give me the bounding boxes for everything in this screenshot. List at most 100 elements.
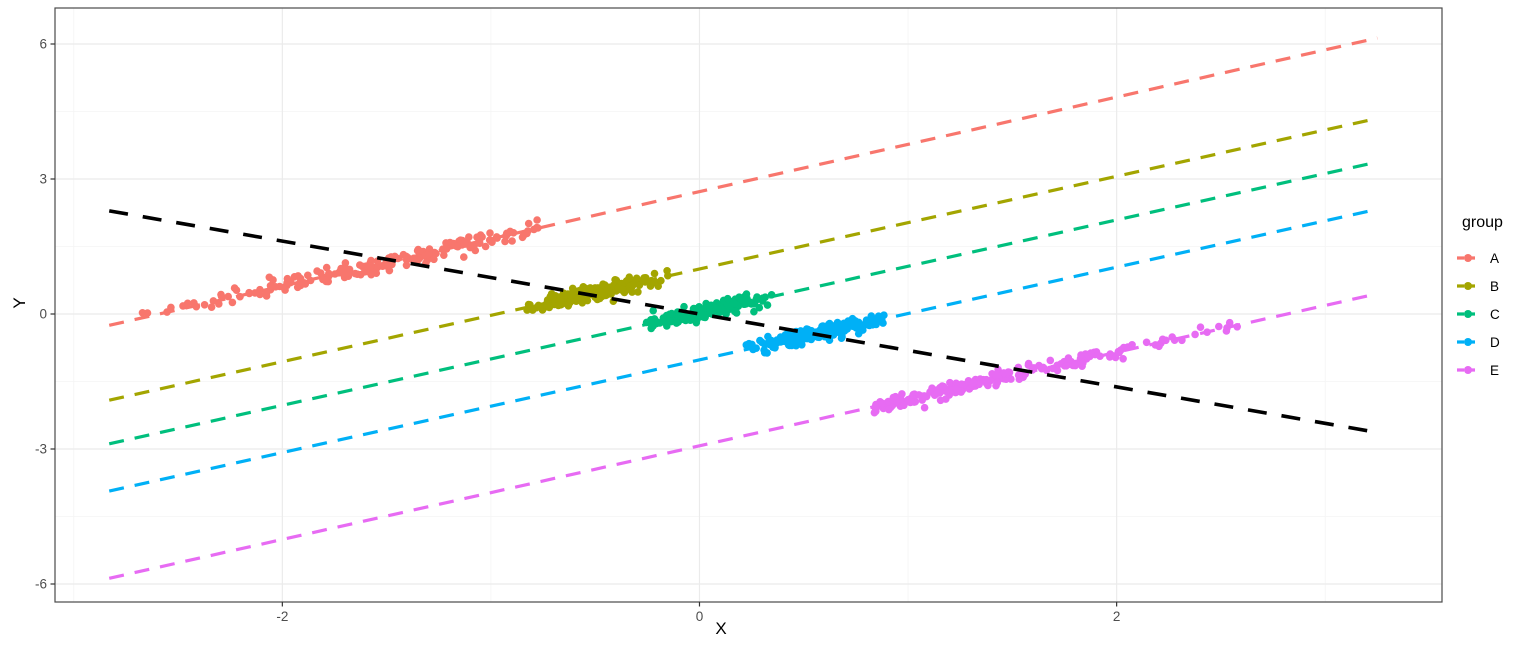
data-point-A	[215, 300, 223, 308]
data-point-C	[649, 306, 657, 315]
data-point-B	[523, 306, 531, 314]
data-point-C	[672, 319, 681, 327]
data-point-B	[554, 301, 563, 310]
data-point-A	[236, 292, 244, 301]
data-point-D	[848, 322, 857, 331]
data-point-D	[818, 322, 826, 331]
data-point-C	[747, 300, 756, 308]
data-point-A	[340, 270, 348, 279]
data-point-A	[200, 301, 209, 309]
data-point-E	[993, 371, 1001, 379]
data-point-A	[366, 262, 375, 271]
data-point-A	[508, 237, 516, 245]
data-point-B	[575, 293, 584, 302]
x-axis-title: X	[715, 619, 727, 638]
data-point-E	[885, 405, 893, 414]
data-point-B	[528, 306, 537, 314]
data-point-E	[1233, 323, 1241, 331]
y-axis-title: Y	[10, 297, 29, 309]
data-point-A	[367, 256, 375, 265]
data-point-E	[1158, 335, 1167, 344]
data-point-B	[629, 281, 637, 290]
data-point-D	[879, 319, 887, 327]
data-point-B	[625, 273, 634, 282]
data-point-D	[837, 328, 846, 337]
data-point-A	[251, 289, 259, 297]
data-point-A	[183, 299, 192, 308]
y-tick-label: -3	[35, 442, 47, 457]
overall-fit-line	[108, 209, 1378, 435]
data-point-A	[402, 261, 411, 270]
data-point-A	[341, 259, 350, 267]
data-point-C	[763, 301, 772, 309]
legend-item-c: C	[1456, 300, 1503, 328]
data-point-D	[758, 338, 766, 347]
data-point-C	[730, 299, 738, 308]
data-point-E	[1062, 362, 1070, 370]
x-tick-label: -2	[276, 609, 288, 624]
data-point-E	[1142, 338, 1151, 347]
legend: group A B C	[1456, 214, 1503, 384]
legend-key-line-dot-icon	[1457, 254, 1479, 262]
data-point-E	[969, 378, 978, 387]
data-point-A	[492, 233, 501, 241]
data-point-D	[784, 341, 793, 349]
fit-line-E	[108, 292, 1378, 580]
data-point-D	[807, 335, 815, 344]
data-point-E	[898, 390, 906, 398]
legend-item-a: A	[1456, 244, 1503, 272]
data-point-E	[1215, 322, 1223, 331]
data-point-A	[319, 275, 327, 284]
legend-title: group	[1462, 214, 1503, 231]
data-point-C	[750, 307, 758, 316]
data-point-E	[907, 398, 916, 406]
data-point-E	[1170, 336, 1179, 345]
data-point-D	[880, 311, 888, 320]
legend-item-label: C	[1490, 306, 1500, 322]
data-point-C	[705, 302, 714, 311]
data-point-E	[1046, 356, 1055, 365]
data-point-C	[735, 293, 743, 302]
data-point-B	[536, 303, 545, 311]
data-point-D	[869, 318, 877, 326]
data-point-C	[678, 313, 687, 322]
data-point-C	[665, 317, 673, 325]
data-point-E	[1196, 323, 1205, 332]
x-tick-label: 0	[696, 609, 704, 624]
data-point-A	[167, 303, 175, 312]
data-point-E	[1124, 343, 1132, 351]
data-point-B	[545, 303, 554, 312]
data-point-A	[224, 292, 232, 301]
data-point-E	[1096, 352, 1104, 361]
data-point-E	[933, 389, 942, 398]
data-point-E	[938, 382, 946, 390]
data-point-E	[920, 403, 929, 412]
legend-item-e: E	[1456, 356, 1503, 384]
data-point-E	[915, 391, 923, 399]
data-point-A	[283, 279, 291, 287]
data-point-E	[909, 391, 917, 399]
data-point-A	[460, 253, 468, 261]
fit-line-C	[108, 160, 1378, 446]
data-point-C	[701, 313, 709, 322]
data-point-A	[465, 233, 473, 241]
data-point-A	[460, 239, 469, 247]
data-point-B	[598, 288, 606, 297]
data-point-C	[722, 310, 730, 318]
data-point-A	[453, 242, 462, 250]
data-point-E	[946, 378, 954, 387]
data-point-E	[1119, 355, 1127, 363]
data-point-C	[712, 304, 720, 313]
data-point-E	[952, 379, 960, 388]
data-point-A	[232, 286, 241, 295]
data-point-A	[228, 298, 237, 307]
data-point-A	[423, 250, 432, 259]
data-point-A	[275, 282, 284, 291]
data-point-C	[646, 316, 655, 324]
data-point-E	[889, 393, 898, 402]
data-point-E	[872, 400, 880, 409]
y-tick-label: 0	[39, 307, 47, 322]
data-point-C	[767, 291, 776, 299]
data-point-B	[566, 291, 575, 300]
